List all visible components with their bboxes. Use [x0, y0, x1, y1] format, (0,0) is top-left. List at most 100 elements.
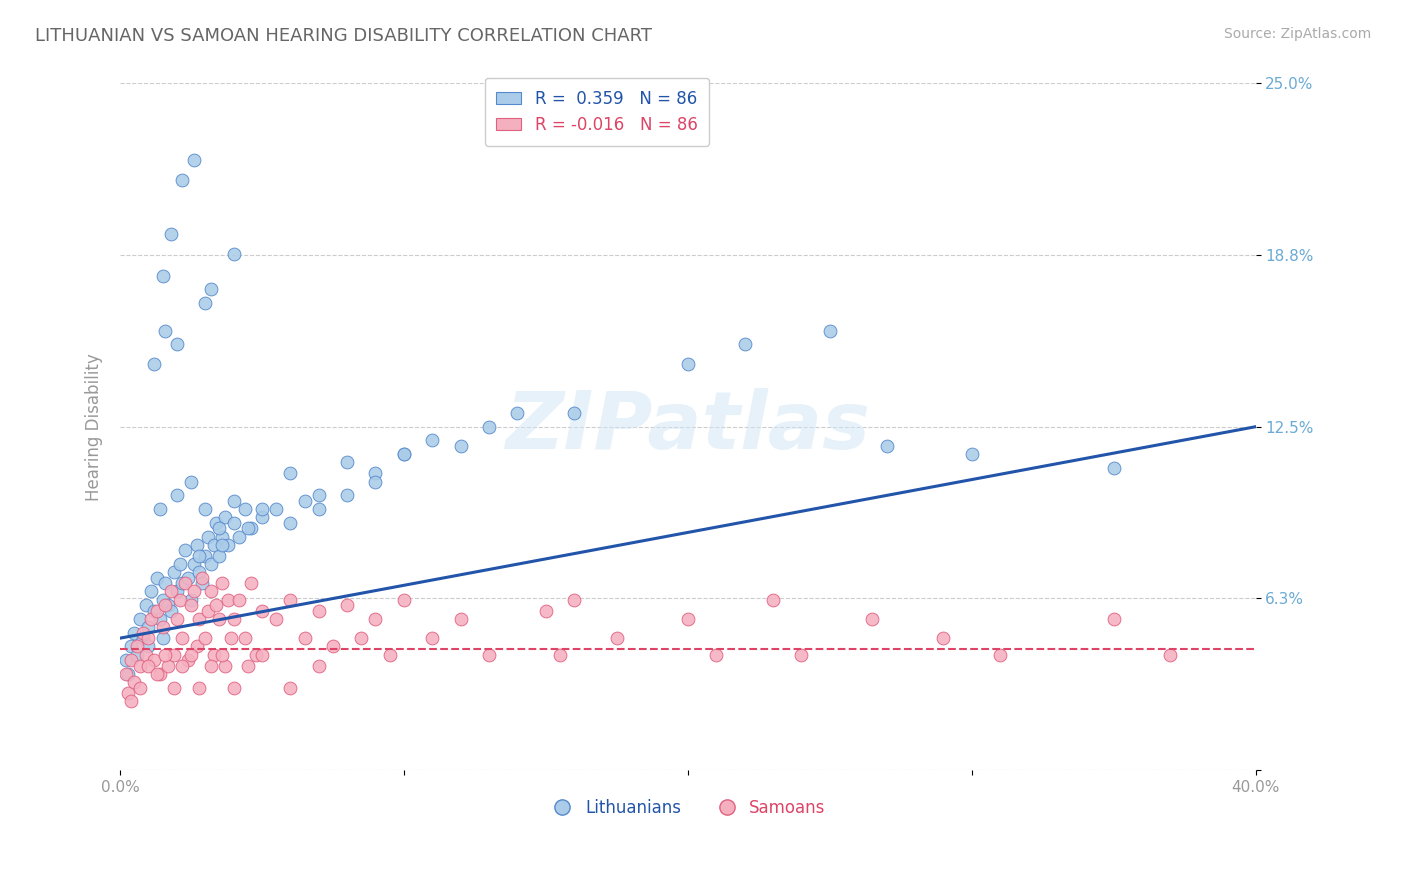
- Point: [219, 631, 242, 645]
- Point: [208, 612, 231, 626]
- Point: [117, 686, 139, 700]
- Point: [155, 599, 177, 613]
- Point: [128, 612, 150, 626]
- Point: [200, 658, 222, 673]
- Point: [160, 604, 183, 618]
- Point: [117, 666, 139, 681]
- Point: [166, 584, 188, 599]
- Point: [186, 538, 208, 552]
- Point: [183, 153, 205, 168]
- Point: [211, 576, 233, 591]
- Point: [114, 653, 136, 667]
- Point: [876, 439, 898, 453]
- Point: [152, 592, 174, 607]
- Point: [157, 599, 180, 613]
- Point: [506, 406, 529, 420]
- Point: [217, 538, 239, 552]
- Text: Source: ZipAtlas.com: Source: ZipAtlas.com: [1223, 27, 1371, 41]
- Point: [125, 640, 148, 654]
- Point: [172, 631, 194, 645]
- Point: [239, 576, 262, 591]
- Point: [250, 648, 273, 662]
- Point: [392, 447, 415, 461]
- Point: [222, 494, 245, 508]
- Point: [211, 538, 233, 552]
- Point: [860, 612, 883, 626]
- Point: [146, 604, 169, 618]
- Point: [278, 467, 301, 481]
- Point: [120, 694, 142, 708]
- Point: [208, 549, 231, 563]
- Point: [250, 510, 273, 524]
- Point: [478, 648, 501, 662]
- Point: [217, 592, 239, 607]
- Point: [188, 549, 211, 563]
- Point: [143, 604, 166, 618]
- Point: [278, 592, 301, 607]
- Point: [114, 666, 136, 681]
- Point: [138, 620, 160, 634]
- Point: [194, 502, 217, 516]
- Point: [420, 631, 443, 645]
- Point: [294, 494, 316, 508]
- Point: [149, 666, 172, 681]
- Point: [122, 675, 145, 690]
- Point: [138, 631, 160, 645]
- Point: [932, 631, 955, 645]
- Point: [200, 282, 222, 296]
- Point: [222, 516, 245, 530]
- Point: [177, 571, 200, 585]
- Point: [228, 530, 250, 544]
- Point: [163, 566, 186, 580]
- Point: [174, 543, 197, 558]
- Point: [200, 584, 222, 599]
- Point: [734, 337, 756, 351]
- Point: [336, 455, 359, 469]
- Point: [450, 612, 472, 626]
- Point: [676, 357, 699, 371]
- Point: [960, 447, 983, 461]
- Point: [160, 227, 183, 242]
- Point: [163, 681, 186, 695]
- Point: [163, 648, 186, 662]
- Point: [239, 521, 262, 535]
- Point: [214, 658, 236, 673]
- Point: [180, 648, 202, 662]
- Point: [308, 488, 330, 502]
- Point: [120, 640, 142, 654]
- Point: [125, 648, 148, 662]
- Point: [134, 648, 156, 662]
- Point: [1159, 648, 1181, 662]
- Point: [233, 502, 256, 516]
- Point: [177, 653, 200, 667]
- Legend: Lithuanians, Samoans: Lithuanians, Samoans: [543, 792, 832, 823]
- Point: [169, 557, 191, 571]
- Point: [188, 566, 211, 580]
- Point: [233, 631, 256, 645]
- Point: [172, 658, 194, 673]
- Point: [264, 502, 287, 516]
- Point: [141, 584, 163, 599]
- Point: [350, 631, 373, 645]
- Point: [1102, 612, 1125, 626]
- Point: [155, 576, 177, 591]
- Point: [169, 592, 191, 607]
- Point: [236, 658, 259, 673]
- Point: [122, 625, 145, 640]
- Point: [250, 604, 273, 618]
- Point: [166, 612, 188, 626]
- Point: [131, 625, 153, 640]
- Y-axis label: Hearing Disability: Hearing Disability: [86, 353, 103, 500]
- Point: [138, 658, 160, 673]
- Point: [378, 648, 401, 662]
- Point: [131, 631, 153, 645]
- Point: [188, 612, 211, 626]
- Point: [392, 592, 415, 607]
- Point: [790, 648, 813, 662]
- Point: [200, 557, 222, 571]
- Point: [152, 620, 174, 634]
- Point: [420, 434, 443, 448]
- Point: [157, 658, 180, 673]
- Point: [166, 488, 188, 502]
- Point: [364, 475, 387, 489]
